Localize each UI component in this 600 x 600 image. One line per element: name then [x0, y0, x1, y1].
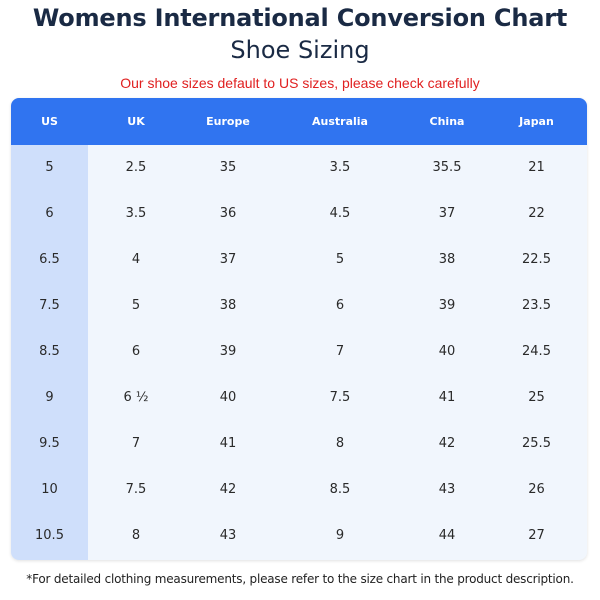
cell-uk: 2.5 — [125, 160, 147, 175]
column-header-australia: Australia — [312, 115, 368, 128]
cell-china: 41 — [438, 390, 456, 405]
cell-japan: 25.5 — [522, 436, 551, 451]
cell-uk: 5 — [131, 298, 141, 313]
column-header-china: China — [429, 115, 465, 128]
column-header-europe: Europe — [206, 115, 250, 128]
cell-australia: 7 — [335, 344, 345, 359]
table-row: 10 7.5 42 8.5 43 26 — [11, 467, 587, 513]
cell-australia: 6 — [335, 298, 345, 313]
cell-japan: 24.5 — [522, 344, 551, 359]
footnote: *For detailed clothing measurements, ple… — [26, 572, 574, 586]
cell-japan: 23.5 — [522, 298, 551, 313]
cell-china: 42 — [438, 436, 456, 451]
cell-us: 9 — [45, 390, 54, 405]
cell-china: 43 — [438, 482, 456, 497]
cell-us: 7.5 — [39, 298, 60, 313]
cell-us: 8.5 — [39, 344, 60, 359]
cell-uk: 7.5 — [125, 482, 147, 497]
cell-europe: 42 — [219, 482, 237, 497]
cell-japan: 21 — [528, 160, 545, 175]
cell-uk: 6 — [131, 344, 141, 359]
cell-china: 35.5 — [432, 160, 462, 175]
cell-china: 37 — [438, 206, 456, 221]
table-row: 7.5 5 38 6 39 23.5 — [11, 283, 587, 329]
cell-australia: 5 — [335, 252, 345, 267]
cell-europe: 43 — [219, 528, 237, 543]
size-notice: Our shoe sizes default to US sizes, plea… — [120, 75, 480, 91]
table-row: 5 2.5 35 3.5 35.5 21 — [11, 145, 587, 191]
cell-us: 9.5 — [39, 436, 60, 451]
table-header-row: US UK Europe Australia China Japan — [11, 98, 587, 145]
cell-us: 5 — [45, 160, 54, 175]
cell-uk: 7 — [131, 436, 141, 451]
cell-europe: 36 — [219, 206, 237, 221]
column-header-japan: Japan — [519, 115, 554, 128]
table-body: 5 2.5 35 3.5 35.5 21 6 3.5 36 4.5 37 22 … — [11, 145, 587, 559]
cell-china: 38 — [438, 252, 456, 267]
cell-china: 40 — [438, 344, 456, 359]
page-title: Womens International Conversion Chart — [32, 4, 568, 32]
column-header-uk: UK — [127, 115, 145, 128]
cell-us: 6 — [45, 206, 54, 221]
cell-europe: 38 — [219, 298, 237, 313]
cell-europe: 39 — [219, 344, 237, 359]
cell-australia: 3.5 — [329, 160, 351, 175]
cell-china: 44 — [438, 528, 456, 543]
cell-australia: 8 — [335, 436, 345, 451]
cell-australia: 4.5 — [329, 206, 351, 221]
table-row: 9.5 7 41 8 42 25.5 — [11, 421, 587, 467]
cell-europe: 40 — [219, 390, 237, 405]
cell-uk: 8 — [131, 528, 141, 543]
cell-europe: 37 — [219, 252, 237, 267]
cell-japan: 27 — [528, 528, 545, 543]
cell-australia: 9 — [335, 528, 345, 543]
table-row: 9 6 ½ 40 7.5 41 25 — [11, 375, 587, 421]
table-row: 8.5 6 39 7 40 24.5 — [11, 329, 587, 375]
cell-china: 39 — [438, 298, 456, 313]
table-row: 6 3.5 36 4.5 37 22 — [11, 191, 587, 237]
cell-japan: 25 — [528, 390, 545, 405]
cell-uk: 6 ½ — [123, 390, 149, 405]
cell-japan: 22.5 — [522, 252, 551, 267]
us-column-highlight — [11, 145, 88, 560]
cell-us: 10 — [41, 482, 58, 497]
cell-japan: 26 — [528, 482, 545, 497]
cell-us: 6.5 — [39, 252, 60, 267]
cell-europe: 35 — [219, 160, 237, 175]
cell-uk: 3.5 — [125, 206, 147, 221]
table-row: 6.5 4 37 5 38 22.5 — [11, 237, 587, 283]
page-subtitle: Shoe Sizing — [230, 36, 370, 64]
table-row: 10.5 8 43 9 44 27 — [11, 513, 587, 559]
cell-australia: 8.5 — [329, 482, 351, 497]
cell-europe: 41 — [219, 436, 237, 451]
column-header-us: US — [41, 115, 58, 128]
cell-australia: 7.5 — [329, 390, 351, 405]
cell-us: 10.5 — [35, 528, 64, 543]
size-conversion-table: US UK Europe Australia China Japan 5 2.5… — [11, 98, 587, 560]
cell-uk: 4 — [131, 252, 141, 267]
cell-japan: 22 — [528, 206, 545, 221]
